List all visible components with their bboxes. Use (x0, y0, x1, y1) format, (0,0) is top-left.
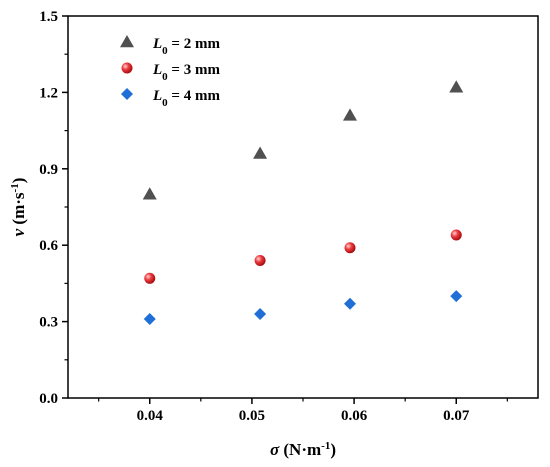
data-points (142, 80, 464, 326)
legend-label: L0 = 4 mm (152, 88, 220, 109)
legend-marker (121, 88, 133, 100)
y-axis-unit-exp: -1 (9, 183, 21, 192)
data-point (253, 146, 268, 159)
data-point (343, 108, 357, 121)
data-point (142, 187, 157, 200)
y-axis-unit-open: (m·s (9, 192, 28, 229)
axis-ticks (62, 15, 508, 404)
y-tick-label: 0.3 (39, 315, 58, 331)
y-tick-label: 0.9 (39, 162, 58, 178)
x-axis-unit-exp: -1 (321, 440, 330, 452)
y-tick-label: 1.5 (39, 9, 58, 25)
y-tick-label: 1.2 (39, 85, 58, 101)
data-point (144, 272, 156, 284)
data-point (344, 297, 356, 310)
legend-label: L0 = 2 mm (152, 36, 220, 57)
x-axis-symbol: σ (270, 440, 280, 459)
y-axis-title: v (m·s-1) (9, 178, 28, 237)
legend-label: L0 = 3 mm (152, 62, 220, 83)
legend-marker (121, 62, 133, 74)
y-axis-unit-close: ) (9, 178, 28, 184)
data-point (450, 229, 462, 241)
data-point (344, 242, 356, 254)
x-tick-label: 0.06 (341, 408, 368, 424)
data-point (450, 290, 463, 303)
y-axis-symbol: v (9, 228, 28, 236)
data-point (449, 80, 464, 93)
x-tick-label: 0.05 (239, 408, 265, 424)
x-tick-label: 0.04 (137, 408, 164, 424)
x-tick-label: 0.07 (443, 408, 470, 424)
x-axis-title: σ (N·m-1) (270, 440, 336, 459)
data-point (254, 254, 266, 266)
y-tick-label: 0.0 (39, 391, 58, 407)
plot-frame (67, 15, 539, 399)
axis-tick-labels: 0.04 0.05 0.06 0.07 0.0 0.3 0.6 0.9 1.2 1.5 (39, 9, 470, 424)
legend-marker (120, 35, 134, 48)
x-axis-unit-open: (N·m (279, 440, 321, 459)
data-point (143, 313, 156, 326)
x-axis-unit-close: ) (330, 440, 336, 459)
data-point (254, 307, 267, 320)
legend: L0 = 2 mm L0 = 3 mm L0 = 4 mm (120, 35, 220, 109)
y-tick-label: 0.6 (39, 238, 58, 254)
